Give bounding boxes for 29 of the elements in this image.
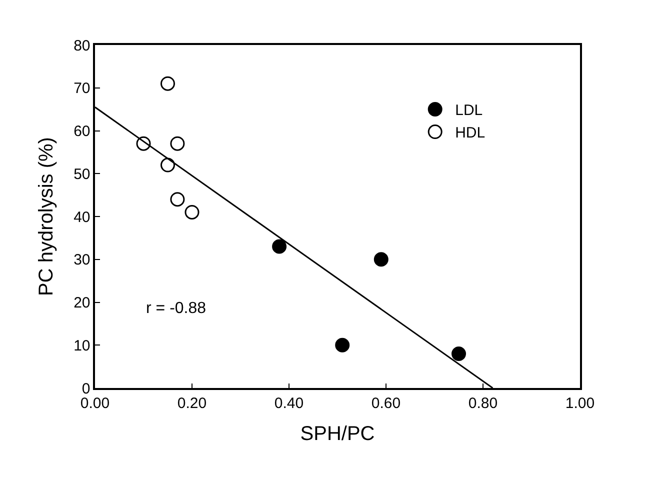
x-axis-title: SPH/PC bbox=[300, 422, 375, 445]
y-tick-label: 30 bbox=[74, 252, 90, 269]
y-axis-title: PC hydrolysis (%) bbox=[36, 137, 58, 296]
point bbox=[335, 338, 350, 352]
point bbox=[184, 204, 200, 220]
point bbox=[160, 76, 175, 91]
y-tick-label: 50 bbox=[74, 166, 90, 183]
point bbox=[170, 136, 185, 151]
y-tick-label: 10 bbox=[74, 337, 90, 354]
y-tick-label: 70 bbox=[74, 80, 90, 98]
y-tick-label: 60 bbox=[74, 123, 90, 140]
x-tick-label: 0.60 bbox=[371, 394, 401, 412]
legend-label: LDL bbox=[455, 102, 483, 120]
point bbox=[160, 158, 175, 172]
x-tick-label: 0.00 bbox=[80, 394, 110, 412]
x-tick-label: 1.00 bbox=[565, 394, 595, 412]
point bbox=[374, 252, 388, 267]
y-tick-label: 0 bbox=[82, 380, 90, 398]
legend-label: HDL bbox=[455, 124, 486, 142]
y-tick-label: 80 bbox=[74, 37, 90, 54]
point bbox=[452, 346, 466, 361]
x-tick-label: 0.80 bbox=[468, 394, 498, 412]
point bbox=[272, 239, 287, 254]
x-tick-label: 0.40 bbox=[274, 394, 304, 412]
x-tick-label: 0.20 bbox=[177, 394, 207, 412]
annotation: r = -0.88 bbox=[146, 300, 206, 317]
point bbox=[170, 192, 185, 207]
y-tick-label: 40 bbox=[74, 208, 90, 226]
y-tick-label: 20 bbox=[74, 294, 90, 312]
